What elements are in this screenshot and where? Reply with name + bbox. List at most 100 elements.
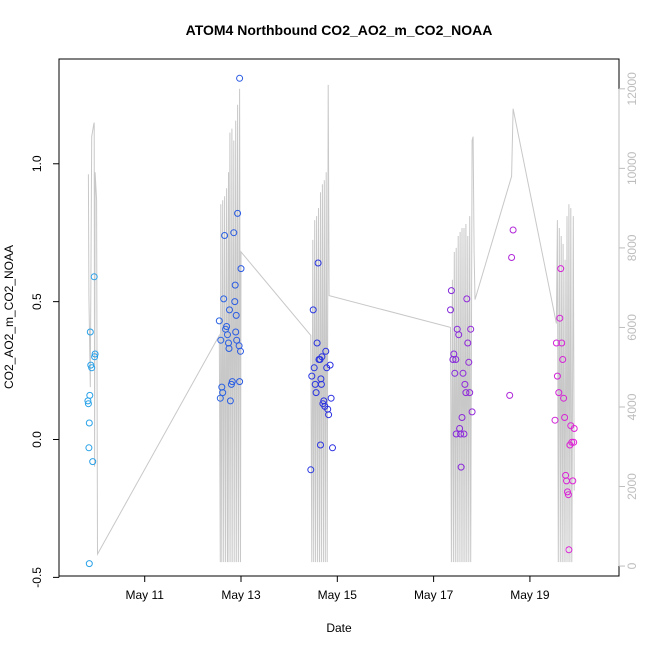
data-point — [228, 378, 236, 386]
data-point — [325, 411, 333, 419]
y2-tick-label: 2000 — [625, 473, 639, 500]
data-point — [230, 229, 238, 237]
data-point — [232, 311, 240, 319]
data-point — [232, 328, 240, 336]
data-point — [85, 560, 93, 568]
data-point — [461, 380, 469, 388]
data-point — [455, 331, 463, 339]
data-point — [463, 295, 471, 303]
x-axis: May 11 May 13 May 15 May 17 May 19 — [125, 575, 550, 602]
data-point — [509, 226, 517, 234]
data-point — [225, 345, 233, 352]
y2-tick-label: 0 — [625, 562, 639, 569]
y-tick-label: 1.0 — [30, 155, 44, 172]
chart-title: ATOM4 Northbound CO2_AO2_m_CO2_NOAA — [186, 22, 493, 38]
data-point — [85, 444, 93, 452]
data-point — [560, 394, 568, 402]
data-point — [84, 400, 92, 408]
data-point — [91, 353, 99, 361]
data-point — [226, 306, 233, 314]
y-axis: -0.5 0.0 0.5 1.0 — [30, 155, 60, 588]
data-point — [570, 425, 578, 432]
data-point — [327, 394, 335, 402]
data-point — [553, 372, 561, 380]
data-point — [221, 232, 229, 239]
data-point — [506, 391, 514, 399]
x-tick-label: May 19 — [510, 588, 550, 602]
altitude-line — [87, 84, 575, 563]
data-point — [307, 466, 315, 474]
data-point — [234, 209, 242, 217]
y2-tick-label: 10000 — [625, 151, 639, 185]
data-point — [216, 394, 224, 402]
data-point — [308, 372, 316, 380]
data-point — [459, 369, 467, 377]
data-point — [312, 389, 320, 397]
data-point — [468, 408, 476, 416]
data-point — [460, 430, 468, 438]
data-point — [219, 389, 227, 397]
data-point — [564, 491, 572, 499]
data-point — [569, 477, 577, 485]
data-point — [559, 356, 567, 363]
data-point — [85, 419, 93, 427]
y-axis-label: CO2_AO2_m_CO2_NOAA — [2, 245, 16, 389]
data-point — [224, 331, 231, 339]
data-point — [457, 430, 465, 438]
x-tick-label: May 11 — [125, 588, 164, 602]
data-point — [237, 265, 245, 273]
y-tick-label: 0.0 — [30, 431, 44, 448]
data-point — [557, 265, 565, 273]
data-point — [465, 358, 473, 366]
data-point — [555, 389, 563, 397]
data-point — [89, 458, 97, 466]
data-point — [313, 339, 321, 347]
y2-tick-label: 8000 — [625, 234, 639, 261]
data-point — [236, 74, 244, 82]
data-point — [464, 339, 472, 347]
data-point — [86, 328, 94, 336]
data-point — [217, 336, 225, 344]
data-point — [226, 397, 234, 405]
data-point — [458, 414, 466, 421]
data-point — [317, 441, 324, 449]
altitude-line-layer — [87, 84, 575, 563]
data-point — [467, 325, 475, 333]
y2-axis: 0 2000 4000 6000 8000 10000 12000 — [618, 72, 639, 569]
data-point — [457, 463, 465, 471]
data-point — [326, 361, 334, 369]
data-point — [447, 306, 454, 314]
y2-tick-label: 6000 — [625, 314, 639, 341]
data-point — [447, 287, 455, 295]
x-tick-label: May 17 — [414, 588, 454, 602]
data-point — [508, 254, 516, 261]
data-point — [570, 438, 578, 446]
data-point — [220, 295, 228, 303]
data-point — [561, 414, 569, 421]
data-point — [231, 281, 239, 289]
data-point — [223, 323, 231, 330]
data-point — [329, 444, 336, 452]
data-point — [565, 546, 573, 554]
data-point — [466, 389, 474, 397]
x-tick-label: May 15 — [318, 588, 358, 602]
data-point — [314, 259, 322, 267]
data-point — [233, 336, 241, 344]
data-point — [556, 314, 564, 322]
plot-area — [58, 58, 620, 577]
y-tick-label: 0.5 — [30, 293, 44, 310]
data-point — [462, 389, 470, 397]
x-axis-label: Date — [326, 621, 352, 635]
data-point — [231, 298, 239, 306]
data-point — [90, 273, 98, 281]
data-point — [215, 317, 223, 325]
data-point — [552, 339, 560, 347]
data-point — [551, 416, 559, 424]
data-point — [558, 339, 566, 347]
data-point — [236, 378, 244, 386]
data-point — [84, 397, 92, 405]
data-point — [452, 356, 460, 363]
scatter-points-layer — [84, 74, 578, 568]
y2-tick-label: 12000 — [625, 72, 639, 106]
